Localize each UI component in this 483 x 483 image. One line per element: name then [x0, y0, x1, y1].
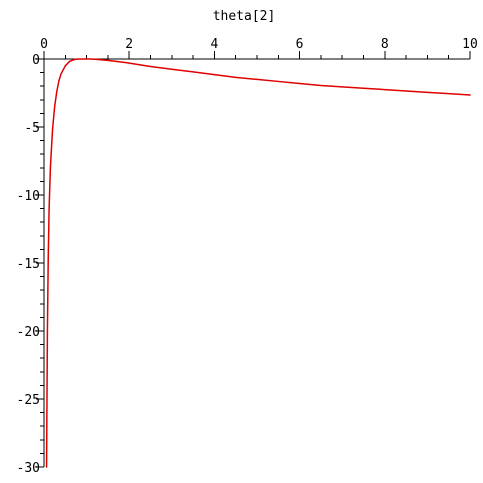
data-point [128, 62, 130, 64]
data-point [48, 208, 50, 210]
y-tick-label: 0 [32, 53, 40, 68]
x-axis-title: theta[2] [213, 9, 276, 24]
data-point [448, 93, 450, 95]
data-point [256, 78, 258, 80]
data-point [320, 84, 322, 87]
data-point [192, 71, 194, 73]
data-point [426, 91, 428, 93]
data-point [60, 73, 62, 75]
data-point [54, 106, 56, 108]
data-point [81, 58, 83, 60]
data-point [68, 60, 71, 63]
data-point [94, 58, 96, 60]
data-point [362, 87, 365, 89]
data-point [469, 94, 471, 96]
x-tick-label: 0 [40, 37, 48, 52]
y-tick-label: -10 [17, 189, 40, 204]
data-point [47, 255, 49, 257]
y-axis: 0 -5 -10 -15 -20 -25 -30 [17, 53, 45, 476]
data-point [384, 89, 386, 91]
data-point [77, 58, 79, 60]
y-tick-label: -20 [17, 325, 40, 340]
data-point [107, 59, 109, 61]
y-tick-label: -15 [17, 257, 40, 272]
x-tick-label: 10 [462, 37, 478, 52]
y-tick-label: -25 [17, 393, 40, 408]
data-point [45, 466, 48, 468]
data-point [149, 65, 152, 68]
x-tick-label: 4 [210, 37, 218, 52]
x-tick-label: 6 [296, 37, 304, 52]
data-point [299, 82, 301, 85]
data-point [277, 80, 279, 83]
data-point [213, 74, 215, 76]
data-point [51, 129, 54, 131]
x-tick-label: 8 [381, 37, 389, 52]
series-line [45, 58, 471, 468]
data-point [171, 68, 173, 70]
y-tick-label: -5 [24, 121, 40, 136]
data-point [86, 58, 88, 60]
data-point [49, 167, 51, 169]
data-point [58, 80, 60, 82]
data-point [46, 330, 49, 332]
data-point [64, 65, 66, 67]
data-point [90, 58, 92, 60]
data-point [56, 91, 58, 93]
data-point [73, 59, 75, 61]
x-axis: 0 2 4 6 8 10 [40, 37, 478, 60]
data-points [45, 58, 471, 468]
data-point [405, 90, 407, 92]
data-point [235, 76, 237, 78]
x-tick-label: 2 [125, 37, 133, 52]
y-tick-label: -30 [17, 461, 40, 476]
data-point [341, 86, 343, 88]
